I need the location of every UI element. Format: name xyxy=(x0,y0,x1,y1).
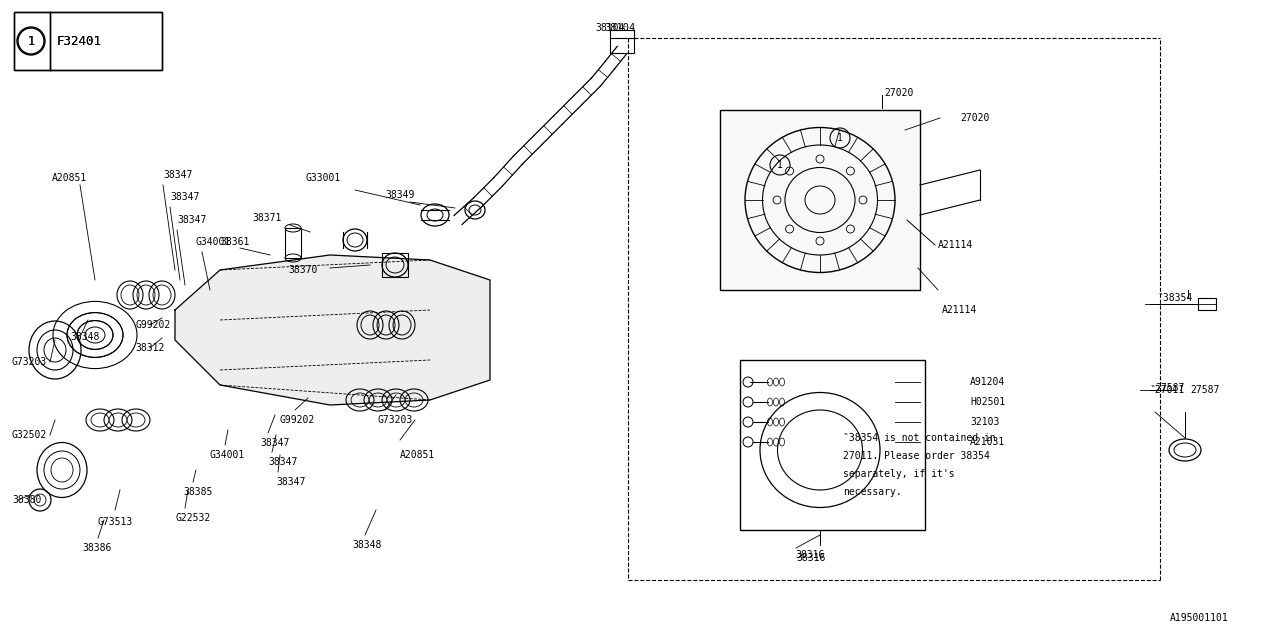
Text: G34001: G34001 xyxy=(210,450,246,460)
Bar xyxy=(285,228,301,258)
Text: 38104: 38104 xyxy=(604,23,636,33)
Text: A91204: A91204 xyxy=(970,377,1005,387)
Text: G73203: G73203 xyxy=(12,357,47,367)
Text: 27011. Please order 38354: 27011. Please order 38354 xyxy=(844,451,989,461)
Text: 1: 1 xyxy=(777,160,783,170)
Text: F32401: F32401 xyxy=(58,35,102,47)
Text: ‶38354 is not contained in: ‶38354 is not contained in xyxy=(844,433,996,443)
Text: 27020: 27020 xyxy=(884,88,914,98)
Text: 38370: 38370 xyxy=(288,265,317,275)
Text: 38380: 38380 xyxy=(12,495,41,505)
Bar xyxy=(740,360,925,530)
Text: 27020: 27020 xyxy=(960,113,989,123)
Text: 38361: 38361 xyxy=(220,237,250,247)
Text: ‶27011: ‶27011 xyxy=(1149,385,1185,395)
Text: 38347: 38347 xyxy=(268,457,297,467)
Polygon shape xyxy=(719,110,920,290)
Bar xyxy=(611,38,634,53)
Text: G73203: G73203 xyxy=(378,415,413,425)
Text: G99202: G99202 xyxy=(280,415,315,425)
Text: necessary.: necessary. xyxy=(844,487,901,497)
Bar xyxy=(14,12,163,70)
Text: 38385: 38385 xyxy=(183,487,212,497)
Text: 38348: 38348 xyxy=(70,332,100,342)
Text: G73513: G73513 xyxy=(99,517,133,527)
Text: G99202: G99202 xyxy=(134,320,170,330)
Text: 1: 1 xyxy=(27,35,35,47)
Text: G33001: G33001 xyxy=(305,173,340,183)
Text: 38371: 38371 xyxy=(252,213,282,223)
Text: 38386: 38386 xyxy=(82,543,111,553)
Text: 1: 1 xyxy=(837,133,844,143)
Text: A20851: A20851 xyxy=(52,173,87,183)
Text: 27587: 27587 xyxy=(1155,383,1184,393)
Text: 38316: 38316 xyxy=(795,550,824,560)
Text: 1: 1 xyxy=(27,35,35,47)
Text: 38347: 38347 xyxy=(177,215,206,225)
Text: 32103: 32103 xyxy=(970,417,1000,427)
Text: 38348: 38348 xyxy=(352,540,381,550)
Text: G22532: G22532 xyxy=(175,513,210,523)
Text: G32502: G32502 xyxy=(12,430,47,440)
Text: 27587: 27587 xyxy=(1190,385,1220,395)
Text: A20851: A20851 xyxy=(399,450,435,460)
Bar xyxy=(14,12,163,70)
Text: 38347: 38347 xyxy=(170,192,200,202)
Text: 38347: 38347 xyxy=(163,170,192,180)
Polygon shape xyxy=(175,255,490,405)
Bar xyxy=(719,110,920,290)
Text: G34001: G34001 xyxy=(195,237,230,247)
Bar xyxy=(381,253,408,277)
Bar xyxy=(1198,298,1216,310)
Text: H02501: H02501 xyxy=(970,397,1005,407)
Text: A195001101: A195001101 xyxy=(1170,613,1229,623)
Text: A21114: A21114 xyxy=(942,305,977,315)
Text: A21114: A21114 xyxy=(938,240,973,250)
Text: 38104: 38104 xyxy=(595,23,625,33)
Text: 38316: 38316 xyxy=(796,553,826,563)
Text: 38312: 38312 xyxy=(134,343,164,353)
Text: 38347: 38347 xyxy=(276,477,306,487)
Text: A21031: A21031 xyxy=(970,437,1005,447)
Text: separately, if it's: separately, if it's xyxy=(844,469,955,479)
Text: ‶38354: ‶38354 xyxy=(1158,293,1193,303)
Text: 38349: 38349 xyxy=(385,190,415,200)
Text: 38347: 38347 xyxy=(260,438,289,448)
Text: F32401: F32401 xyxy=(58,35,102,47)
